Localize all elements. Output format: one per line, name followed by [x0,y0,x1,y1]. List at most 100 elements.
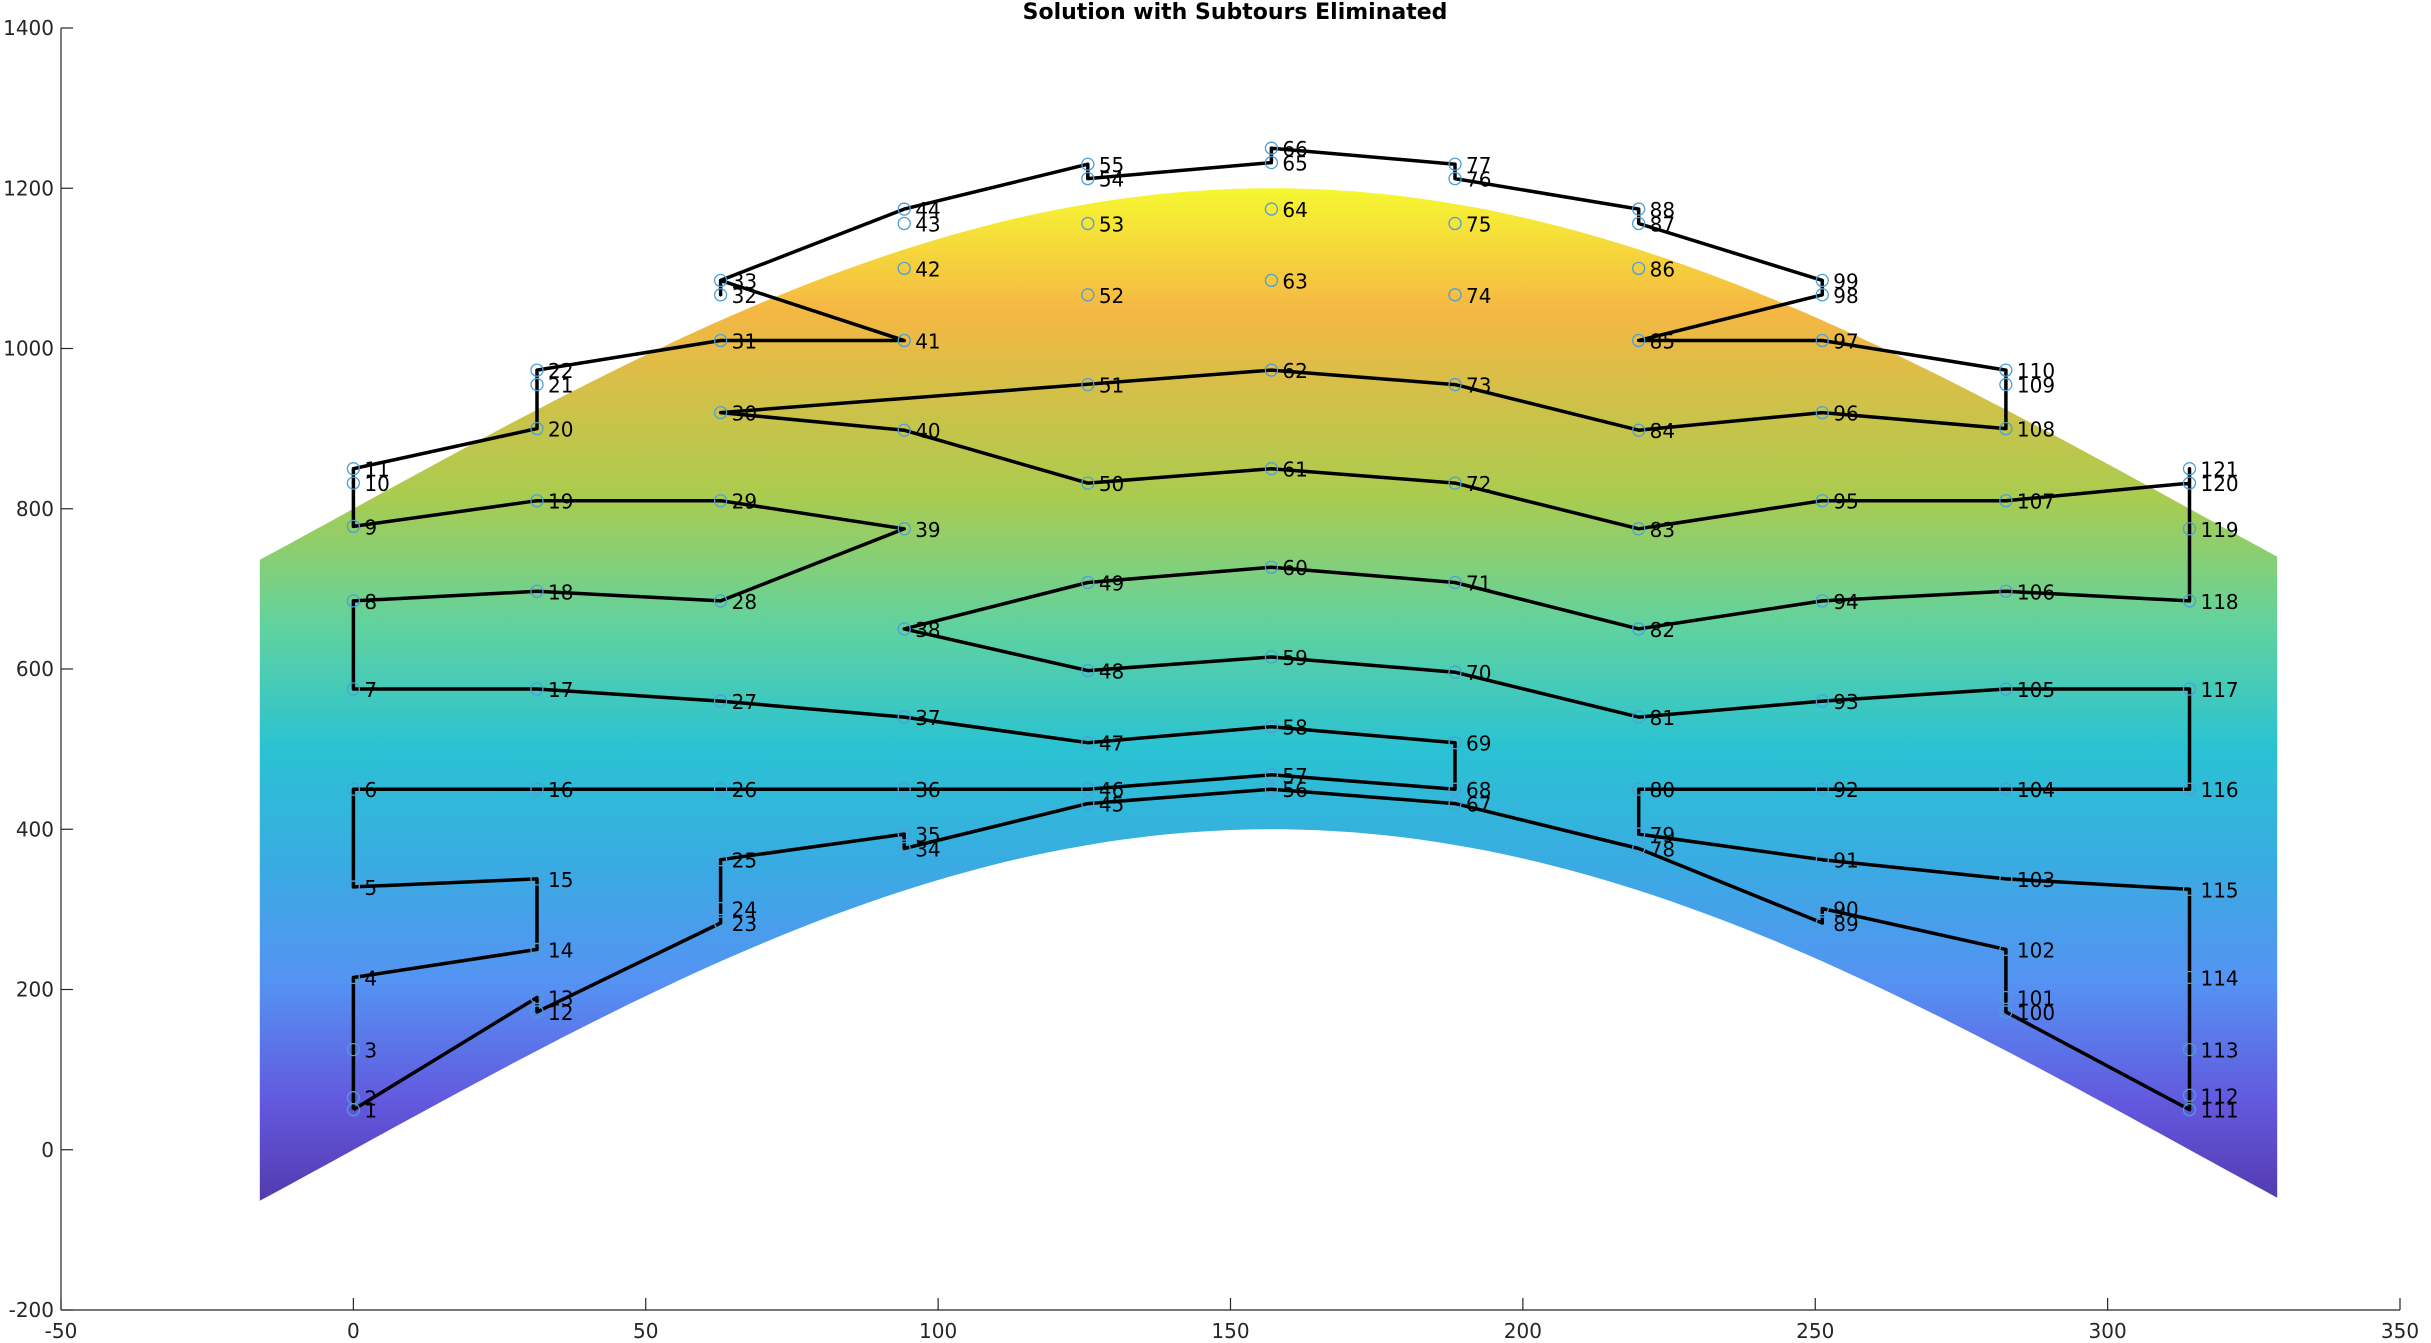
data-point [530,1005,544,1019]
data-point [897,782,911,796]
point-label: 66 [1282,137,1307,161]
data-point [1815,273,1829,288]
data-point [1632,622,1646,636]
point-label: 80 [1650,778,1675,802]
data-point [713,694,728,708]
point-label: 52 [1099,284,1124,308]
y-tick-label: 600 [16,657,54,681]
point-label: 121 [2200,458,2238,482]
point-label: 46 [1099,778,1124,802]
data-point [2182,476,2197,490]
data-point [1815,288,1829,302]
data-point [1081,663,1095,678]
data-point [346,519,361,534]
point-label: 79 [1650,823,1675,847]
point-label: 9 [364,515,377,539]
data-point [1264,462,1279,476]
point-label: 53 [1099,213,1124,237]
data-point [1264,141,1279,155]
point-label: 16 [548,778,573,802]
data-point [2182,1088,2197,1102]
point-label: 97 [1833,329,1858,353]
data-point [530,584,544,598]
point-label: 107 [2017,490,2055,514]
point-label: 27 [732,690,757,714]
point-label: 90 [1833,898,1858,922]
point-label: 67 [1466,793,1491,817]
data-point [1264,273,1279,288]
data-point [1264,560,1279,574]
data-point [1815,901,1829,916]
data-point [897,216,911,231]
point-label: 101 [2017,987,2055,1011]
data-point [1081,288,1095,302]
data-point [2182,882,2197,896]
data-point [1999,990,2013,1005]
data-point [1081,171,1095,186]
data-point [1264,782,1279,796]
point-label: 76 [1466,168,1491,192]
data-point [713,853,728,867]
point-label: 43 [915,213,940,237]
point-label: 14 [548,938,573,962]
data-point [346,682,361,696]
point-label: 23 [732,912,757,936]
point-label: 28 [732,590,757,614]
x-tick-label: 200 [1504,1319,1542,1343]
point-label: 89 [1833,912,1858,936]
data-point [2182,782,2197,796]
point-label: 64 [1282,198,1307,222]
point-label: 5 [364,876,377,900]
point-label: 57 [1282,764,1307,788]
point-label: 38 [915,618,940,642]
point-label: 34 [915,837,940,861]
data-point [1448,476,1462,490]
data-point [1081,476,1095,490]
point-label: 96 [1833,402,1858,426]
x-tick-label: -50 [45,1319,78,1343]
point-label: 81 [1650,706,1675,730]
data-point [1448,665,1462,679]
point-label: 31 [732,329,757,353]
data-point [346,782,361,796]
data-point [1632,782,1646,796]
point-label: 50 [1099,472,1124,496]
x-tick-label: 250 [1796,1319,1834,1343]
point-label: 37 [915,706,940,730]
point-label: 105 [2017,678,2055,702]
point-label: 60 [1282,556,1307,580]
point-label: 41 [915,329,940,353]
data-point [1999,377,2013,392]
point-label: 45 [1099,793,1124,817]
point-label: 7 [364,678,377,702]
point-label: 25 [732,849,757,873]
data-point [1081,575,1095,590]
x-tick-label: 150 [1211,1319,1249,1343]
point-label: 108 [2017,418,2055,442]
point-label: 42 [915,257,940,281]
point-label: 29 [732,490,757,514]
point-label: 13 [548,987,573,1011]
data-point [1264,650,1279,664]
point-label: 15 [548,868,573,892]
point-label: 35 [915,823,940,847]
data-point [1081,782,1095,796]
data-point [713,288,728,302]
data-point [530,782,544,796]
axes: -50 0 50 100 150 200 250 300 350 -20002004006008… [3,16,2419,1343]
data-point [1264,155,1279,170]
data-point [1448,377,1462,392]
y-tick-label: 1200 [3,176,54,200]
point-label: 56 [1282,778,1307,802]
point-label: 94 [1833,590,1858,614]
data-point [1081,736,1095,750]
point-label: 85 [1650,329,1675,353]
data-point [1264,363,1279,377]
y-tick-label: 0 [41,1138,54,1162]
data-point [897,261,911,276]
data-point [530,990,544,1005]
y-tick-label: 1000 [3,337,54,361]
data-point [897,333,911,348]
x-ticks: -50 0 50 100 150 200 250 300 350 [45,1298,2419,1343]
data-point [1999,782,2013,796]
